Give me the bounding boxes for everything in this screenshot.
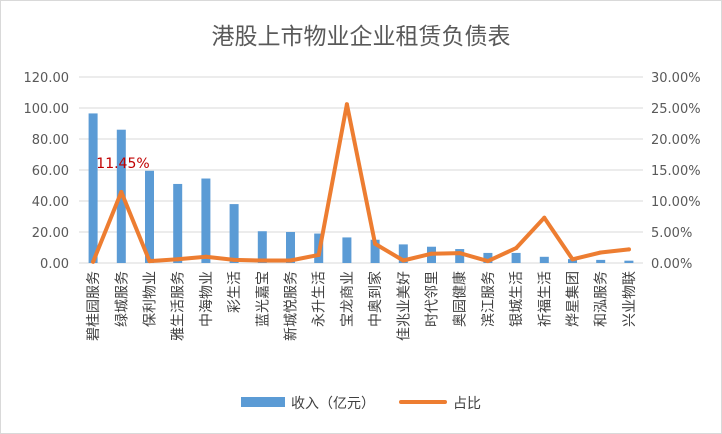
share-point bbox=[373, 241, 378, 246]
share-point bbox=[203, 254, 208, 259]
category-label: 中奥到家 bbox=[367, 271, 384, 327]
revenue-bars bbox=[88, 113, 634, 263]
share-point bbox=[514, 246, 519, 251]
category-label: 银城生活 bbox=[509, 271, 525, 327]
category-label: 蓝光嘉宝 bbox=[255, 271, 271, 327]
category-label: 烨星集团 bbox=[565, 271, 582, 327]
revenue-bar bbox=[539, 256, 549, 263]
gridlines bbox=[79, 76, 643, 264]
revenue-bar bbox=[596, 259, 606, 263]
legend-bar-swatch bbox=[241, 397, 285, 407]
left-tick-label: 120.00 bbox=[24, 71, 70, 86]
left-tick-label: 0.00 bbox=[40, 257, 69, 272]
revenue-bar bbox=[624, 260, 634, 263]
category-label: 奥园健康 bbox=[452, 271, 469, 327]
right-tick-label: 30.00% bbox=[651, 71, 701, 86]
left-tick-label: 100.00 bbox=[24, 102, 70, 117]
revenue-bar bbox=[229, 204, 239, 263]
revenue-bar bbox=[455, 249, 465, 263]
category-label: 祈福生活 bbox=[537, 271, 553, 327]
revenue-bar bbox=[342, 237, 352, 263]
category-label: 兴业物联 bbox=[622, 271, 638, 327]
share-point bbox=[232, 257, 237, 262]
category-label: 佳兆业美好 bbox=[396, 271, 412, 341]
category-labels: 碧桂园服务 绿城服务 保利物业 雅生活服务 中海物业 彩生活 蓝光嘉宝 新城悦服务 永升生活 宝龙… bbox=[86, 271, 638, 341]
share-point bbox=[570, 257, 575, 262]
share-point bbox=[260, 258, 265, 263]
revenue-bar bbox=[511, 252, 521, 263]
share-point bbox=[542, 215, 547, 220]
revenue-bar bbox=[173, 183, 183, 263]
left-tick-label: 80.00 bbox=[32, 133, 69, 148]
revenue-bar bbox=[201, 178, 211, 263]
right-tick-label: 10.00% bbox=[651, 195, 701, 210]
chart-title: 港股上市物业企业租赁负债表 bbox=[212, 24, 511, 50]
left-tick-label: 60.00 bbox=[32, 164, 69, 179]
share-point bbox=[485, 259, 490, 264]
revenue-bar bbox=[483, 252, 493, 263]
category-label: 中海物业 bbox=[199, 271, 215, 327]
category-label: 滨江服务 bbox=[481, 271, 497, 327]
right-tick-label: 20.00% bbox=[651, 133, 701, 148]
data-label-group: 11.45% bbox=[96, 156, 149, 172]
share-point bbox=[429, 251, 434, 256]
data-label: 11.45% bbox=[96, 156, 149, 172]
share-point bbox=[147, 259, 152, 264]
share-point bbox=[175, 257, 180, 262]
revenue-bar bbox=[398, 244, 408, 263]
revenue-bar bbox=[286, 232, 295, 263]
revenue-bar bbox=[370, 239, 380, 263]
share-point bbox=[457, 251, 462, 256]
share-line-path bbox=[91, 102, 631, 264]
right-tick-label: 25.00% bbox=[651, 102, 701, 117]
share-point bbox=[119, 190, 124, 195]
revenue-bar bbox=[257, 231, 267, 263]
share-point bbox=[91, 259, 96, 264]
share-point bbox=[316, 252, 321, 257]
right-tick-label: 0.00% bbox=[651, 257, 692, 272]
left-tick-label: 40.00 bbox=[32, 195, 69, 210]
legend-bar-label: 收入（亿元） bbox=[291, 396, 375, 412]
legend: 收入（亿元） 占比 bbox=[241, 396, 481, 412]
revenue-bar bbox=[88, 113, 98, 263]
share-point bbox=[344, 102, 349, 107]
revenue-bar bbox=[145, 170, 154, 263]
right-tick-label: 5.00% bbox=[651, 226, 692, 241]
share-point bbox=[626, 247, 631, 252]
category-label: 新城悦服务 bbox=[284, 271, 300, 341]
category-label: 保利物业 bbox=[143, 271, 159, 327]
share-point bbox=[598, 250, 603, 255]
category-label: 和泓服务 bbox=[594, 271, 610, 327]
share-point bbox=[401, 258, 406, 263]
legend-line-label: 占比 bbox=[453, 396, 481, 412]
category-label: 碧桂园服务 bbox=[86, 271, 102, 341]
left-axis-ticks: 0.00 20.00 40.00 60.00 80.00 100.00 120.00 bbox=[24, 71, 70, 272]
category-label: 宝龙商业 bbox=[340, 271, 356, 327]
category-label: 雅生活服务 bbox=[171, 271, 187, 341]
category-label: 时代邻里 bbox=[425, 271, 441, 327]
right-axis-ticks: 0.00% 5.00% 10.00% 15.00% 20.00% 25.00% 30.00% bbox=[651, 71, 701, 272]
left-tick-label: 20.00 bbox=[32, 226, 69, 241]
share-point bbox=[288, 258, 293, 263]
category-label: 绿城服务 bbox=[114, 271, 130, 327]
share-line bbox=[91, 102, 631, 264]
category-label: 永升生活 bbox=[312, 271, 328, 327]
category-label: 彩生活 bbox=[227, 271, 243, 313]
right-tick-label: 15.00% bbox=[651, 164, 701, 179]
